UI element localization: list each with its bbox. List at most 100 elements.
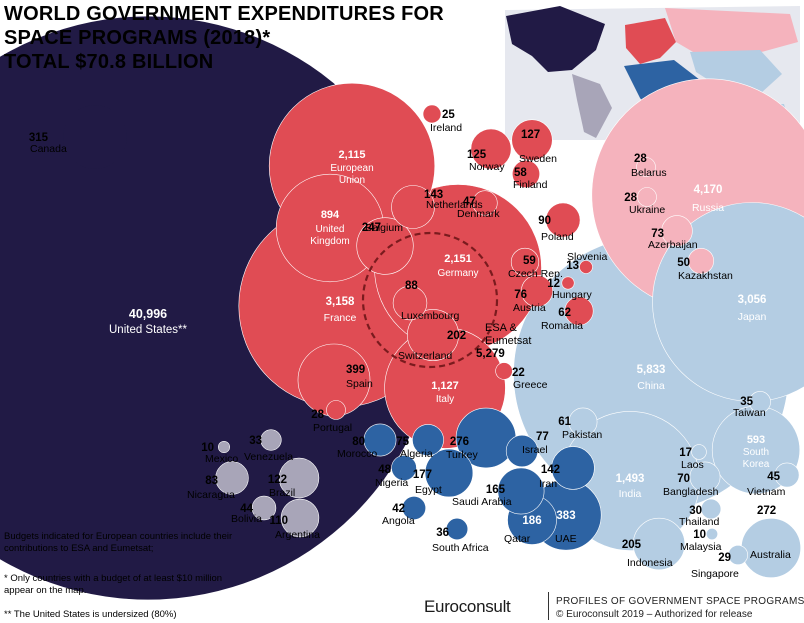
value-label-nigeria: 48 — [378, 464, 391, 476]
bubble-romania — [564, 296, 594, 326]
bubble-hungary — [561, 276, 575, 290]
value-label-argentina: 110 — [269, 515, 288, 527]
name-label-singapore: Singapore — [691, 568, 739, 580]
bubble-venezuela — [260, 429, 282, 451]
euroconsult-logo: Euroconsult — [424, 597, 511, 616]
name-label-south-africa: South Africa — [432, 542, 489, 554]
name-label-indonesia: Indonesia — [627, 557, 673, 569]
name-label-greece: Greece — [513, 379, 548, 391]
name-label-poland: Poland — [541, 231, 574, 243]
value-label-bolivia: 44 — [240, 503, 253, 515]
bubble-kazakhstan — [687, 248, 714, 275]
bubble-singapore — [727, 544, 748, 565]
value-label-united-kingdom: 894 — [321, 209, 340, 221]
value-label-mexico: 10 — [201, 442, 214, 454]
bubble-azerbaijan — [661, 215, 693, 247]
value-label-finland: 58 — [514, 167, 527, 179]
name-label-south-korea: Korea — [743, 459, 770, 470]
bubble-algeria — [412, 424, 444, 456]
value-label-algeria: 75 — [396, 436, 409, 448]
value-label-indonesia: 205 — [622, 539, 642, 551]
value-label-india: 1,493 — [616, 473, 645, 485]
value-label-esa-eumetsat: 5,279 — [476, 348, 505, 360]
name-label-israel: Israel — [522, 444, 548, 456]
bubble-laos — [691, 444, 707, 460]
name-label-argentina: Argentina — [275, 529, 320, 541]
name-label-nigeria: Nigeria — [375, 477, 408, 489]
map-region-6 — [690, 50, 782, 94]
value-label-norway: 125 — [467, 149, 487, 161]
name-label-esa-eumetsat: ESA & — [485, 322, 517, 334]
value-label-portugal: 28 — [311, 409, 324, 421]
name-label-india: India — [619, 488, 642, 500]
bubble-finland — [511, 160, 540, 189]
bubble-belarus — [636, 157, 656, 177]
name-label-australia: Australia — [750, 549, 791, 561]
bubble-ireland — [422, 104, 442, 124]
name-label-belarus: Belarus — [631, 167, 667, 179]
title-line-3: TOTAL $70.8 BILLION — [4, 51, 214, 73]
value-label-south-korea: 593 — [747, 434, 765, 446]
value-label-spain: 399 — [346, 364, 365, 376]
bubble-bangladesh — [689, 461, 721, 493]
value-label-malaysia: 10 — [693, 529, 706, 541]
value-label-angola: 42 — [392, 503, 405, 515]
name-label-italy: Italy — [436, 394, 454, 405]
name-label-qatar: Qatar — [504, 533, 531, 545]
name-label-china: China — [637, 380, 665, 392]
value-label-germany: 2,151 — [444, 253, 472, 265]
name-label-algeria: Algeria — [400, 448, 433, 460]
bubble-bolivia — [251, 495, 277, 521]
name-label-morocco: Morocco — [337, 448, 377, 460]
name-label-brazil: Brazil — [269, 487, 295, 499]
map-region-3 — [625, 18, 676, 64]
value-label-laos: 17 — [679, 447, 692, 459]
name-label-canada: Canada — [30, 143, 67, 155]
name-label-portugal: Portugal — [313, 422, 352, 434]
bubble-taiwan — [749, 391, 771, 413]
name-label-germany: Germany — [437, 268, 478, 279]
bubble-argentina — [280, 498, 320, 538]
value-label-thailand: 30 — [689, 505, 702, 517]
bubble-belgium — [356, 217, 414, 275]
value-label-saudi-arabia: 165 — [486, 484, 506, 496]
value-label-uae: 383 — [556, 510, 575, 522]
bubble-malaysia — [705, 527, 718, 540]
value-label-netherlands: 143 — [424, 189, 443, 201]
value-label-venezuela: 33 — [249, 435, 262, 447]
name-label-netherlands: Netherlands — [426, 199, 483, 211]
name-label-slovenia: Slovenia — [567, 251, 607, 263]
name-label-switzerland: Switzerland — [398, 350, 452, 362]
value-label-brazil: 122 — [268, 474, 287, 486]
value-label-romania: 62 — [558, 307, 571, 319]
value-label-singapore: 29 — [718, 552, 731, 564]
value-label-ireland: 25 — [442, 109, 455, 121]
value-label-china: 5,833 — [637, 364, 666, 376]
value-label-nicaragua: 83 — [205, 475, 218, 487]
bubble-indonesia — [632, 517, 686, 571]
value-label-italy: 1,127 — [431, 380, 459, 392]
value-label-bangladesh: 70 — [677, 473, 690, 485]
value-label-austria: 76 — [514, 289, 527, 301]
name-label-malaysia: Malaysia — [680, 541, 722, 553]
value-label-egypt: 177 — [413, 469, 432, 481]
name-label-laos: Laos — [681, 459, 704, 471]
name-label-turkey: Turkey — [446, 449, 478, 461]
name-label-uae: UAE — [555, 533, 577, 545]
title-line-2: SPACE PROGRAMS (2018)* — [4, 27, 271, 49]
bubble-vietnam — [774, 462, 800, 488]
value-label-azerbaijan: 73 — [651, 228, 664, 240]
bubble-nicaragua — [215, 461, 249, 495]
name-label-nicaragua: Nicaragua — [187, 489, 235, 501]
name-label-bangladesh: Bangladesh — [663, 486, 719, 498]
name-label-france: France — [324, 312, 357, 324]
value-label-qatar: 186 — [522, 515, 541, 527]
name-label-sweden: Sweden — [519, 153, 557, 165]
bubble-austria — [520, 274, 553, 307]
name-label-angola: Angola — [382, 515, 415, 527]
name-label-denmark: Denmark — [457, 208, 500, 220]
value-label-australia: 272 — [757, 505, 776, 517]
bubble-pakistan — [568, 407, 598, 437]
